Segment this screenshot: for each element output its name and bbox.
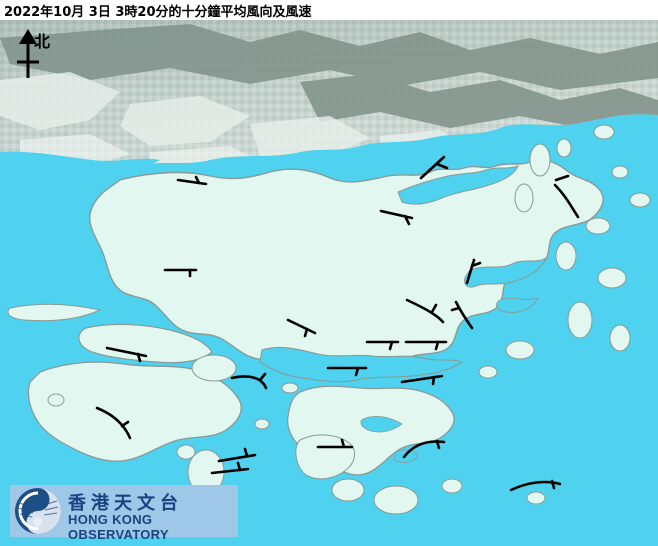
hko-logo-zh: 香港天文台	[68, 493, 183, 514]
wind-barb-saikung	[465, 258, 482, 285]
wind-barb-lamma	[316, 438, 354, 449]
wind-barb-tuenmun	[163, 268, 198, 278]
sha-chau-islet	[7, 303, 102, 322]
wind-barb-cheungchaubeach	[217, 447, 257, 463]
page-title: 2022年10月 3日 3時20分的十分鐘平均風向及風速	[4, 5, 312, 20]
wind-barb-pengchau	[230, 372, 268, 390]
wind-barb-northpoint	[400, 374, 444, 386]
north-label: 北	[34, 32, 51, 51]
wind-barb-tsingyi	[286, 318, 317, 338]
hko-emblem-icon	[15, 488, 61, 534]
wind-barb-cheungchau	[210, 461, 250, 475]
wind-barb-ngongping	[95, 406, 132, 440]
wind-barb-daimeiduk	[419, 155, 449, 180]
north-arrow: 北	[8, 26, 66, 82]
wind-barbs-layer	[95, 155, 580, 492]
wind-barb-seaschool	[402, 439, 446, 459]
wind-barb-kaitak	[404, 340, 448, 351]
deep-bay	[0, 151, 160, 180]
chek-lap-kok	[78, 323, 213, 364]
victoria-harbour	[259, 346, 464, 383]
wind-barb-tapmun	[553, 174, 580, 219]
wind-barb-laufaushan	[176, 175, 208, 186]
hong-kong-wind-map: VRB打鼓嶺大美督塔門流浮山濕地公園M石崗大埔滘沙田屯門VRB沙洲西貢大老山將軍…	[0, 20, 658, 546]
wind-barb-waglan	[509, 479, 562, 492]
sai-kung-bay	[463, 256, 548, 288]
wind-barb-starferry	[326, 366, 368, 377]
north-arrow-icon	[17, 29, 39, 78]
hko-logo-en: HONG KONG OBSERVATORY	[68, 512, 169, 542]
lantau-island	[27, 361, 242, 462]
new-territories-kowloon	[89, 159, 604, 371]
mainland-china-area	[0, 20, 658, 178]
wind-barb-tko	[450, 300, 474, 330]
wind-barb-taimoshan	[405, 298, 445, 324]
wind-barb-chek	[105, 346, 148, 363]
hong-kong-landmass	[89, 159, 604, 383]
wind-barb-kingspark	[365, 340, 400, 351]
hko-logo: 香港天文台 HONG KONG OBSERVATORY	[10, 485, 238, 542]
arrow-head-icon	[19, 29, 37, 44]
outlying-islands	[47, 124, 651, 515]
map-basemap	[0, 20, 658, 546]
wind-barb-taipokau	[379, 209, 414, 226]
tolo-harbour	[397, 165, 519, 205]
